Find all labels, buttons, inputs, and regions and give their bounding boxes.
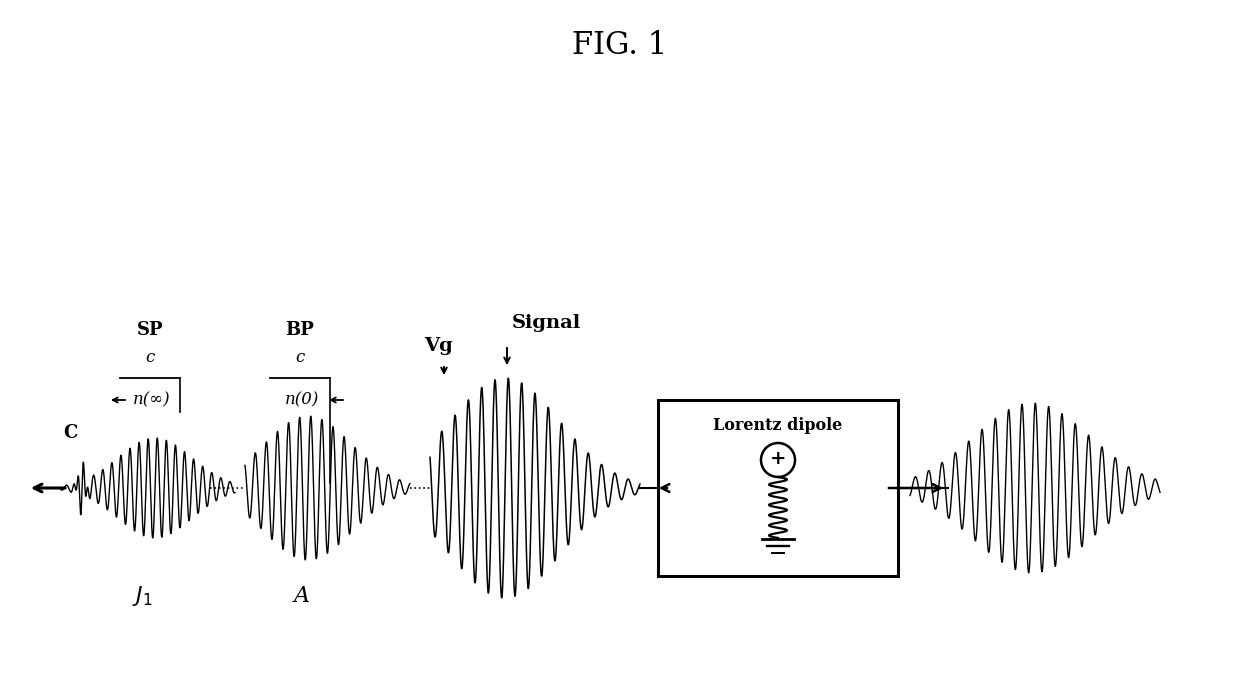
Text: FIG. 1: FIG. 1 [573,30,667,62]
Text: C: C [63,424,77,442]
Text: $J_1$: $J_1$ [131,584,153,608]
Text: c: c [295,349,305,366]
Text: n(0): n(0) [285,391,319,408]
Text: BP: BP [285,321,315,339]
Text: Lorentz dipole: Lorentz dipole [713,418,843,435]
Text: A: A [294,585,310,607]
Text: +: + [770,450,786,468]
Text: Vg: Vg [424,337,453,355]
Text: c: c [145,349,155,366]
Bar [658,400,898,576]
Text: SP: SP [136,321,164,339]
Text: Signal: Signal [512,314,582,332]
Circle shape [761,443,795,477]
Text: n(∞): n(∞) [133,391,171,408]
